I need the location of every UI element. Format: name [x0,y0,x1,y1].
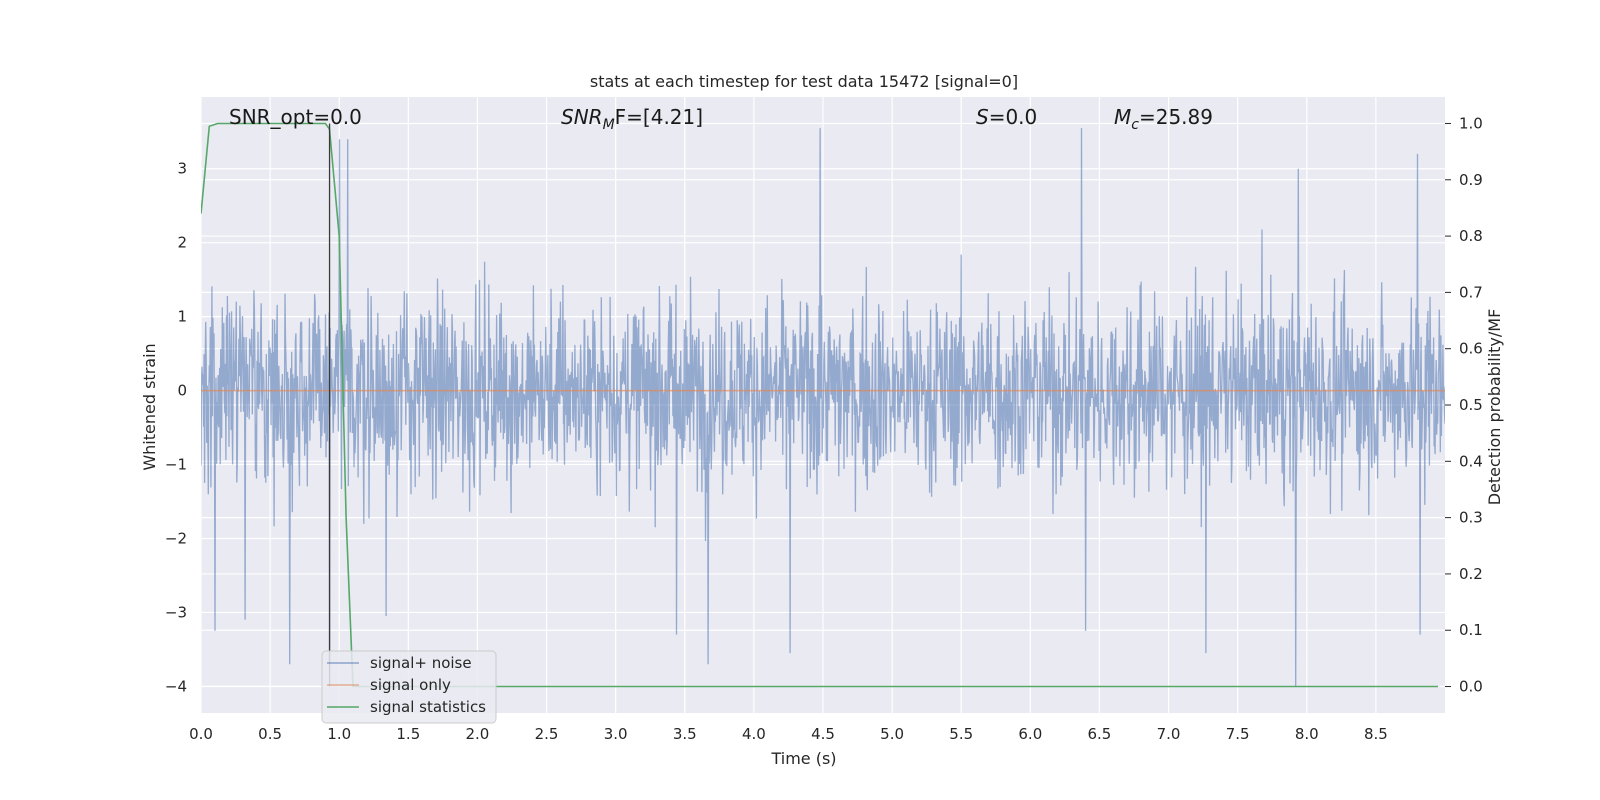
legend-box [321,650,497,724]
annotation-mc: Mc=25.89 [1114,105,1213,133]
y-right-tick-label: 0.0 [1459,678,1483,696]
chart-title: stats at each timestep for test data 154… [590,72,1018,91]
x-tick-label: 4.0 [742,725,766,743]
x-tick-label: 8.0 [1295,725,1319,743]
annotation-snr-opt: SNR_opt=0.0 [229,105,362,129]
y-right-tick-label: 0.7 [1459,283,1483,301]
legend: signal+ noise signal only signal statist… [321,650,497,724]
series-signal-statistics-line [201,122,1439,688]
x-tick-label: 3.0 [604,725,628,743]
y-right-tick-label: 0.6 [1459,340,1483,358]
y-left-tick-label: −2 [165,529,187,547]
legend-label-signal-noise: signal+ noise [370,654,472,672]
y-left-axis-label: Whitened strain [140,343,159,470]
x-tick-label: 1.0 [327,725,351,743]
x-tick-label: 4.5 [811,725,835,743]
y-left-tick-label: −1 [165,456,187,474]
x-tick-label: 6.0 [1018,725,1042,743]
x-tick-label: 6.5 [1088,725,1112,743]
y-left-tick-label: 0 [177,382,187,400]
x-tick-label: 0.5 [258,725,282,743]
y-left-tick-label: 1 [177,308,187,326]
y-right-tick-label: 0.2 [1459,565,1483,583]
y-right-tick-label: 1.0 [1459,114,1483,132]
y-left-tick-label: −4 [165,677,187,695]
x-axis-label: Time (s) [770,749,836,768]
y-right-tick-label: 0.5 [1459,396,1483,414]
y-left-tick-label: 3 [177,160,187,178]
legend-label-signal-only: signal only [370,676,451,694]
x-tick-label: 2.0 [466,725,490,743]
x-tick-label: 3.5 [673,725,697,743]
y-right-axis-ticks: 1.0 0.9 0.8 0.7 0.6 0.5 0.4 0.3 0.2 0.1 0.0 [1445,114,1483,696]
y-right-tick-label: 0.1 [1459,621,1483,639]
x-tick-label: 8.5 [1364,725,1388,743]
x-tick-label: 7.5 [1226,725,1250,743]
y-right-tick-label: 0.4 [1459,452,1483,470]
x-axis-ticks: 0.0 0.5 1.0 1.5 2.0 2.5 3.0 3.5 4.0 4.5 5.0 5.5 6.0 6… [189,725,1388,743]
series-signal-statistics [201,122,1439,688]
x-tick-label: 1.5 [396,725,420,743]
plot-area [200,97,1445,713]
series-signal-noise [201,128,1445,687]
x-tick-label: 5.0 [880,725,904,743]
annotation-snr-mf: SNRMF=[4.21] [561,105,703,133]
y-left-axis-ticks: 3 2 1 0 −1 −2 −3 −4 [165,160,187,696]
y-right-tick-label: 0.8 [1459,227,1483,245]
legend-label-signal-statistics: signal statistics [370,698,486,716]
x-tick-label: 0.0 [189,725,213,743]
y-right-tick-label: 0.9 [1459,171,1483,189]
y-left-tick-label: −3 [165,603,187,621]
annotation-s: S=0.0 [976,105,1037,129]
series-signal-noise-line [201,128,1445,687]
y-left-tick-label: 2 [177,234,187,252]
x-tick-label: 7.0 [1157,725,1181,743]
y-right-tick-label: 0.3 [1459,509,1483,527]
y-right-axis-label: Detection probability/MF [1485,309,1504,506]
x-tick-label: 2.5 [535,725,559,743]
x-tick-label: 5.5 [949,725,973,743]
